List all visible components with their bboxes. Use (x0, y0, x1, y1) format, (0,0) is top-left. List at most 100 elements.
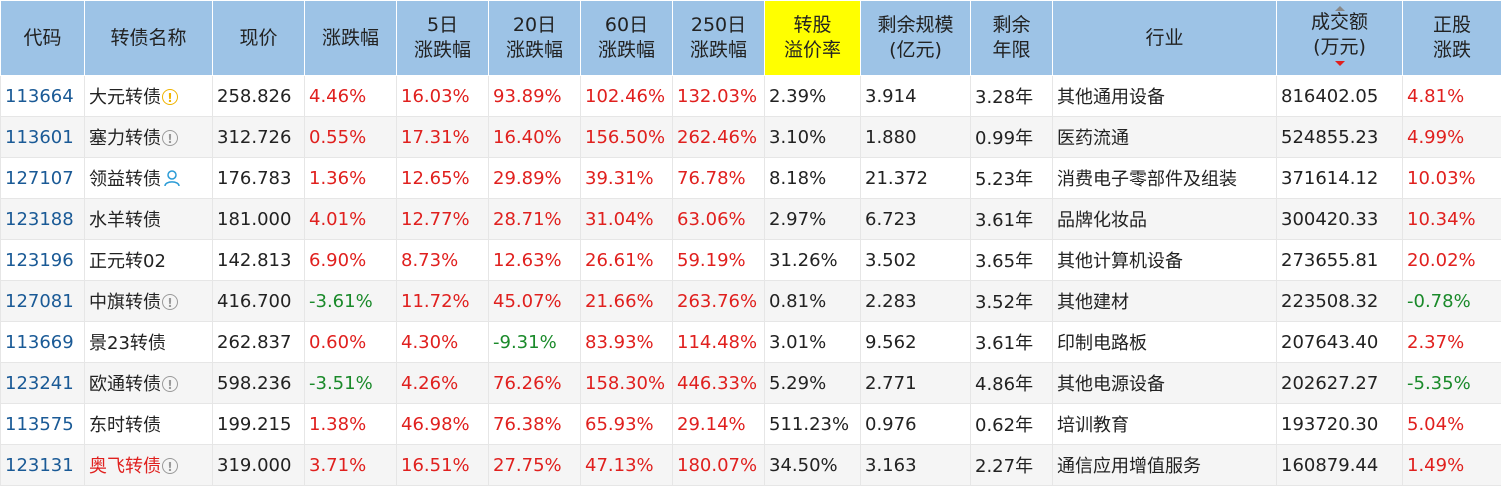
sort-desc-icon[interactable] (1335, 61, 1345, 66)
info-icon[interactable]: ! (162, 130, 178, 146)
column-header-price[interactable]: 现价 (213, 1, 305, 76)
cell-code[interactable]: 113601 (1, 117, 85, 158)
bond-name[interactable]: 奥飞转债 (89, 456, 161, 477)
cell-name[interactable]: 中旗转债! (85, 281, 213, 322)
cell-name[interactable]: 塞力转债! (85, 117, 213, 158)
cell-code[interactable]: 123196 (1, 240, 85, 281)
cell-name[interactable]: 水羊转债 (85, 199, 213, 240)
bond-name[interactable]: 中旗转债 (89, 292, 161, 313)
column-header-remaining-size[interactable]: 剩余规模(亿元) (861, 1, 971, 76)
bond-name[interactable]: 正元转02 (89, 251, 166, 272)
cell-code[interactable]: 123241 (1, 363, 85, 404)
column-header-change-5d[interactable]: 5日涨跌幅 (397, 1, 489, 76)
bond-name[interactable]: 景23转债 (89, 333, 166, 354)
cell-chg: 3.71% (305, 445, 397, 486)
cell-name[interactable]: 东时转债 (85, 404, 213, 445)
cell-code[interactable]: 123188 (1, 199, 85, 240)
info-icon[interactable]: ! (162, 294, 178, 310)
bond-code-link[interactable]: 123131 (5, 455, 74, 476)
bond-code-link[interactable]: 127107 (5, 168, 74, 189)
cell-value: 371614.12 (1281, 168, 1378, 189)
cell-value: 3.502 (865, 250, 917, 271)
cell-code[interactable]: 123131 (1, 445, 85, 486)
cell-name[interactable]: 奥飞转债! (85, 445, 213, 486)
column-header-code[interactable]: 代码 (1, 1, 85, 76)
column-header-change-20d[interactable]: 20日涨跌幅 (489, 1, 581, 76)
cell-code[interactable]: 113664 (1, 76, 85, 117)
cell-name[interactable]: 景23转债 (85, 322, 213, 363)
column-header-remaining-years[interactable]: 剩余年限 (971, 1, 1053, 76)
person-icon[interactable] (163, 169, 181, 187)
cell-value: -9.31% (493, 332, 557, 353)
cell-chg60: 21.66% (581, 281, 673, 322)
cell-value: 3.914 (865, 86, 917, 107)
cell-volume: 202627.27 (1277, 363, 1403, 404)
bond-code-link[interactable]: 113575 (5, 414, 74, 435)
bond-code-link[interactable]: 113669 (5, 332, 74, 353)
column-header-change-60d[interactable]: 60日涨跌幅 (581, 1, 673, 76)
bond-code-link[interactable]: 113664 (5, 86, 74, 107)
cell-value: 160879.44 (1281, 455, 1378, 476)
column-header-change-250d[interactable]: 250日涨跌幅 (673, 1, 765, 76)
cell-value: 0.81% (769, 291, 826, 312)
bond-code-link[interactable]: 113601 (5, 127, 74, 148)
cell-code[interactable]: 127107 (1, 158, 85, 199)
cell-value: 47.13% (585, 455, 654, 476)
bond-code-link[interactable]: 127081 (5, 291, 74, 312)
cell-size: 21.372 (861, 158, 971, 199)
cell-volume: 816402.05 (1277, 76, 1403, 117)
cell-industry: 其他电源设备 (1053, 363, 1277, 404)
cell-years: 0.62年 (971, 404, 1053, 445)
bond-name[interactable]: 大元转债 (89, 87, 161, 108)
cell-value: 193720.30 (1281, 414, 1378, 435)
cell-value: 65.93% (585, 414, 654, 435)
cell-premium: 5.29% (765, 363, 861, 404)
warning-icon[interactable]: ! (162, 89, 178, 105)
bond-code-link[interactable]: 123188 (5, 209, 74, 230)
bond-name[interactable]: 塞力转债 (89, 128, 161, 149)
bond-name[interactable]: 水羊转债 (89, 210, 161, 231)
cell-code[interactable]: 113669 (1, 322, 85, 363)
cell-code[interactable]: 127081 (1, 281, 85, 322)
cell-industry: 品牌化妆品 (1053, 199, 1277, 240)
bond-name[interactable]: 东时转债 (89, 415, 161, 436)
bond-code-link[interactable]: 123196 (5, 250, 74, 271)
column-header-industry[interactable]: 行业 (1053, 1, 1277, 76)
column-header-stock-change[interactable]: 正股涨跌 (1403, 1, 1501, 76)
cell-name[interactable]: 正元转02 (85, 240, 213, 281)
cell-code[interactable]: 113575 (1, 404, 85, 445)
cell-name[interactable]: 欧通转债! (85, 363, 213, 404)
cell-name[interactable]: 领益转债 (85, 158, 213, 199)
cell-industry: 培训教育 (1053, 404, 1277, 445)
cell-price: 262.837 (213, 322, 305, 363)
column-header-change[interactable]: 涨跌幅 (305, 1, 397, 76)
column-header-name[interactable]: 转债名称 (85, 1, 213, 76)
column-header-label: 涨跌幅 (690, 39, 747, 61)
column-header-label: 涨跌幅 (598, 39, 655, 61)
info-icon[interactable]: ! (162, 458, 178, 474)
cell-chg60: 102.46% (581, 76, 673, 117)
cell-stock-chg: 4.99% (1403, 117, 1501, 158)
info-icon[interactable]: ! (162, 376, 178, 392)
column-header-label: 转股 (793, 14, 831, 36)
bond-name[interactable]: 领益转债 (89, 169, 161, 190)
column-header-premium[interactable]: 转股溢价率 (765, 1, 861, 76)
column-header-volume[interactable]: 成交额(万元) (1277, 1, 1403, 76)
bond-code-link[interactable]: 123241 (5, 373, 74, 394)
column-header-label: 现价 (239, 27, 277, 49)
cell-value: -3.51% (309, 373, 373, 394)
bond-name[interactable]: 欧通转债 (89, 374, 161, 395)
column-header-label: 60日 (605, 14, 648, 36)
cell-chg20: 12.63% (489, 240, 581, 281)
cell-name[interactable]: 大元转债! (85, 76, 213, 117)
